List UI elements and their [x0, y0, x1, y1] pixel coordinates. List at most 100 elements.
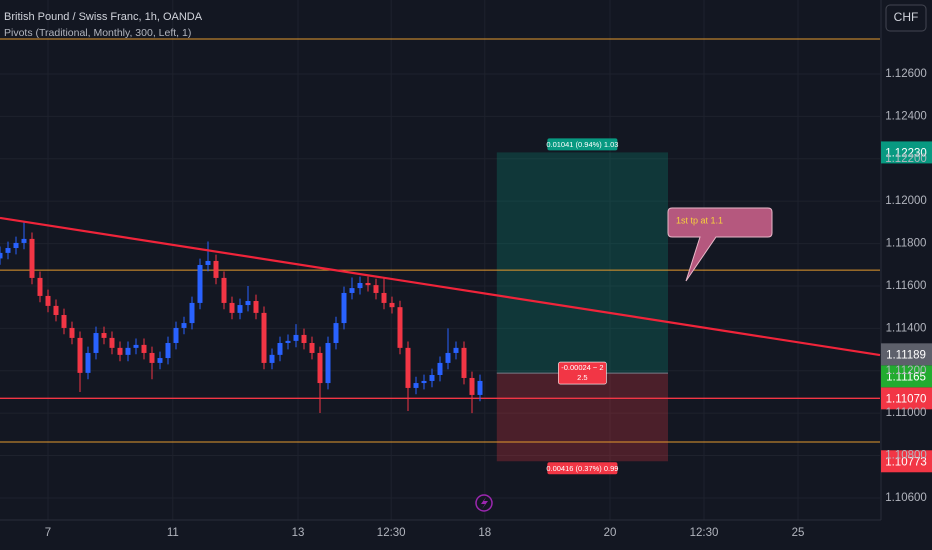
candle-body: [5, 248, 11, 253]
candle-body: [69, 327, 75, 338]
candle-body: [437, 362, 443, 376]
entry-text-bg: [558, 361, 607, 385]
trend-line: [0, 216, 881, 357]
candle-body: [381, 292, 387, 303]
event-icon[interactable]: [475, 494, 493, 512]
y-tick-label: 1.11000: [886, 407, 927, 419]
price-tag: [881, 343, 932, 366]
candle-body: [45, 295, 51, 306]
candle-body: [469, 377, 475, 395]
candle-body: [389, 302, 395, 308]
stop-zone: [496, 373, 668, 462]
x-tick-label: 13: [292, 527, 305, 539]
candle-body: [213, 260, 219, 278]
entry-text: -0.00024 ~ 2: [561, 363, 603, 372]
target-zone: [496, 152, 668, 374]
callout-text: 1st tp at 1.1: [676, 215, 723, 225]
candle-body: [109, 337, 115, 348]
candle-body: [61, 315, 67, 328]
candle-body: [453, 347, 459, 353]
candle-body: [117, 347, 123, 355]
candle-body: [373, 285, 379, 293]
y-tick-label: 1.10600: [885, 492, 927, 504]
candle-body: [269, 354, 275, 363]
candle-body: [293, 334, 299, 341]
price-tag-label: 1.11165: [886, 371, 926, 383]
candle-body: [325, 342, 331, 384]
price-tag-label: 1.11189: [886, 349, 926, 361]
y-tick-label: 1.11600: [886, 280, 927, 292]
callout: 1st tp at 1.1: [667, 207, 773, 282]
x-tick-label: 7: [45, 527, 51, 539]
candle-body: [173, 327, 179, 343]
y-tick-label: 1.11800: [886, 238, 927, 250]
candle-body: [445, 352, 451, 363]
price-tag: [881, 387, 932, 410]
candle-body: [429, 375, 435, 381]
candle-body: [301, 334, 307, 343]
candle-body: [125, 347, 131, 355]
candle-body: [333, 323, 339, 343]
price-tag-label: 1.10773: [885, 456, 927, 468]
y-tick-label: 1.11400: [886, 322, 927, 334]
candle-body: [37, 277, 43, 296]
candle-body: [205, 260, 211, 265]
x-tick-label: 25: [792, 527, 805, 539]
candle-body: [349, 288, 355, 293]
candle-body: [229, 302, 235, 313]
candle-body: [317, 352, 323, 384]
x-tick-label: 12:30: [377, 527, 406, 539]
price-tags: 1.10773 1.11070 1.11165 1.11189 1.12230: [881, 141, 932, 473]
candle-body: [101, 333, 107, 338]
callout-bubble: [667, 207, 773, 282]
candle-body: [181, 323, 187, 328]
x-tick-label: 20: [604, 527, 617, 539]
currency-button[interactable]: [885, 4, 927, 32]
entry-text: 2.5: [577, 373, 587, 382]
candle-body: [245, 301, 251, 306]
x-tick-label: 18: [478, 527, 491, 539]
candle-body: [285, 340, 291, 343]
candle-body: [221, 277, 227, 303]
candle-body: [165, 342, 171, 359]
candle-body: [29, 238, 35, 278]
x-tick-label: 12:30: [690, 527, 719, 539]
candle-body: [93, 333, 99, 353]
candle-body: [341, 292, 347, 324]
price-tag-label: 1.11070: [886, 393, 927, 405]
price-tag: [881, 450, 932, 473]
candle-body: [461, 347, 467, 378]
price-tag: [881, 365, 932, 388]
candle-body: [357, 283, 363, 289]
event-bolt[interactable]: [481, 497, 488, 509]
indicator-title: Pivots (Traditional, Monthly, 300, Left,…: [4, 27, 191, 39]
candle-body: [413, 383, 419, 388]
candle-body: [309, 342, 315, 353]
x-tick-label: 11: [167, 527, 179, 539]
price-tag: [881, 141, 932, 164]
y-tick-label: 1.12400: [885, 110, 927, 122]
candle-body: [141, 344, 147, 353]
candle-body: [77, 337, 83, 373]
candle-body: [421, 380, 427, 384]
candle-body: [405, 347, 411, 388]
candle-body: [277, 342, 283, 355]
candle-body: [149, 352, 155, 363]
target-text: 0.01041 (0.94%) 1.03: [546, 140, 618, 149]
currency-label[interactable]: CHF: [894, 10, 919, 24]
stop-text-bg: [547, 462, 618, 475]
candle-body: [261, 312, 267, 363]
price-tag-label: 1.12230: [885, 147, 927, 159]
candle-body: [0, 252, 3, 259]
candle-body: [85, 352, 91, 373]
candle-body: [477, 380, 483, 395]
candle-body: [189, 302, 195, 324]
candle-body: [397, 307, 403, 348]
candle-body: [197, 264, 203, 303]
plot-area: 0.01041 (0.94%) 1.03 0.00416 (0.37%) 0.99…: [0, 38, 881, 475]
candle-body: [13, 242, 19, 249]
candle-body: [21, 238, 27, 243]
stop-text: 0.00416 (0.37%) 0.99: [546, 464, 618, 473]
y-tick-label: 1.10800: [885, 450, 927, 462]
